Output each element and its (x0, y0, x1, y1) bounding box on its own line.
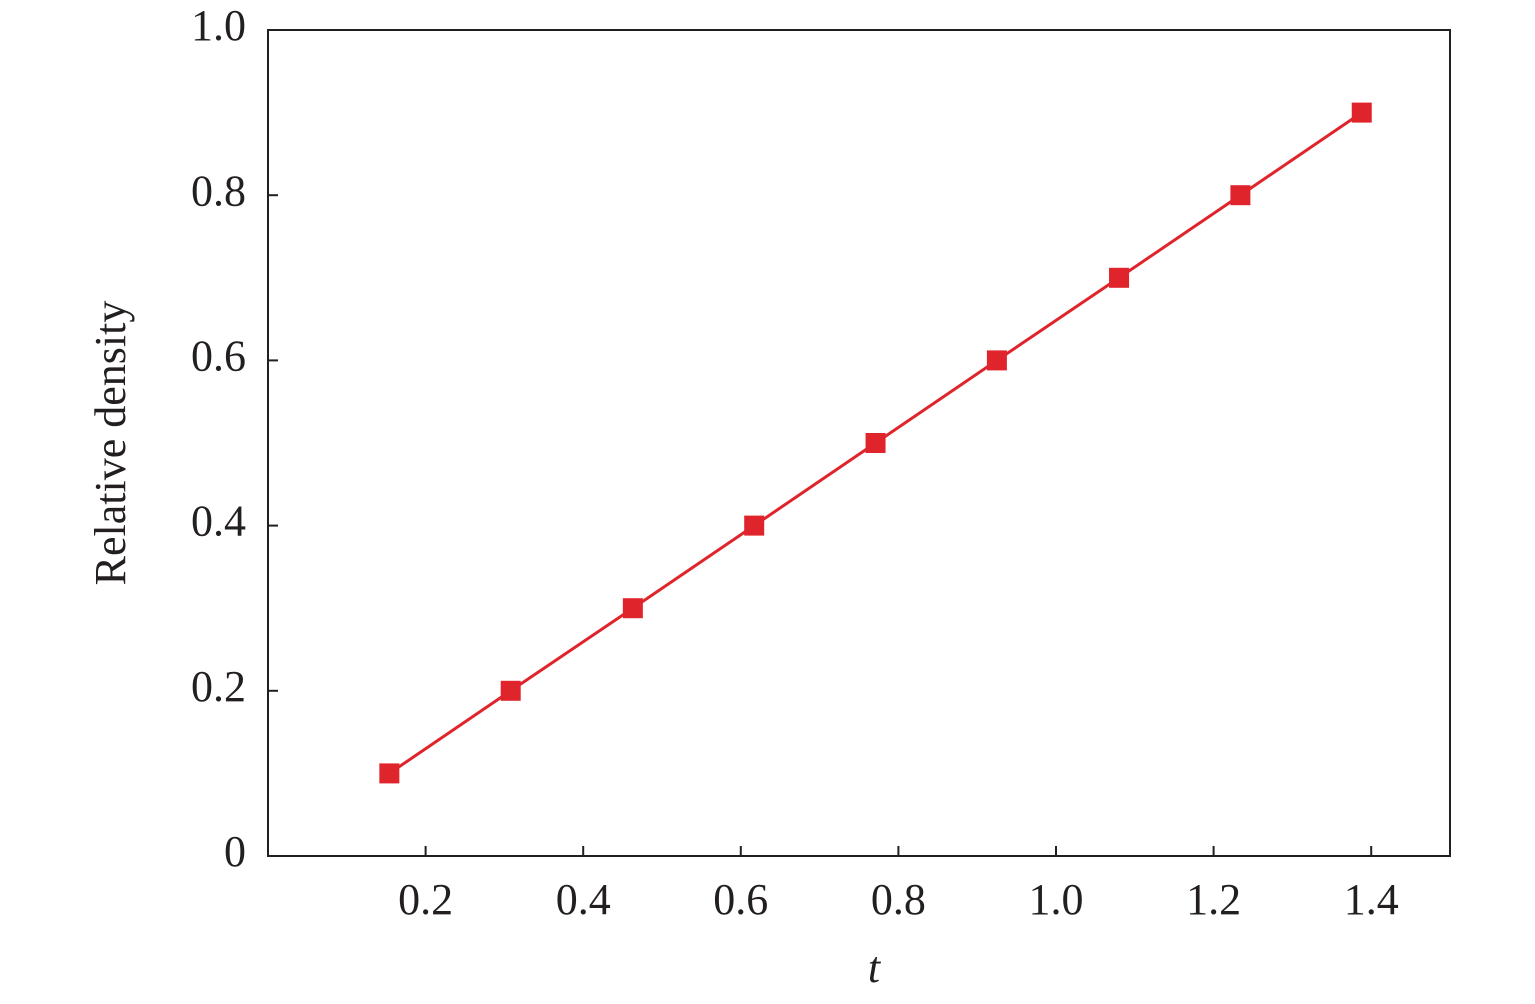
x-tick-label: 0.4 (556, 875, 611, 924)
marker (1109, 267, 1130, 288)
x-tick-label: 1.2 (1186, 875, 1241, 924)
y-tick-label: 0.4 (191, 497, 246, 546)
x-tick-label: 1.4 (1344, 875, 1399, 924)
x-tick-label: 0.2 (398, 875, 453, 924)
marker (379, 763, 400, 784)
y-tick-label: 1.0 (191, 1, 246, 50)
marker (622, 598, 643, 619)
marker (744, 515, 765, 536)
x-axis-label: t (868, 943, 882, 992)
marker (1351, 102, 1372, 123)
y-axis-label: Relative density (86, 301, 135, 586)
marker (500, 680, 521, 701)
y-tick-label: 0.8 (191, 166, 246, 215)
x-tick-label: 0.8 (871, 875, 926, 924)
marker (865, 433, 886, 453)
marker (986, 350, 1007, 371)
y-tick-label: 0.2 (191, 662, 246, 711)
y-tick-label: 0 (224, 827, 246, 876)
marker (1230, 185, 1251, 206)
x-tick-label: 1.0 (1029, 875, 1084, 924)
y-tick-label: 0.6 (191, 331, 246, 380)
plot-frame (267, 29, 1451, 857)
x-tick-label: 0.6 (713, 875, 768, 924)
